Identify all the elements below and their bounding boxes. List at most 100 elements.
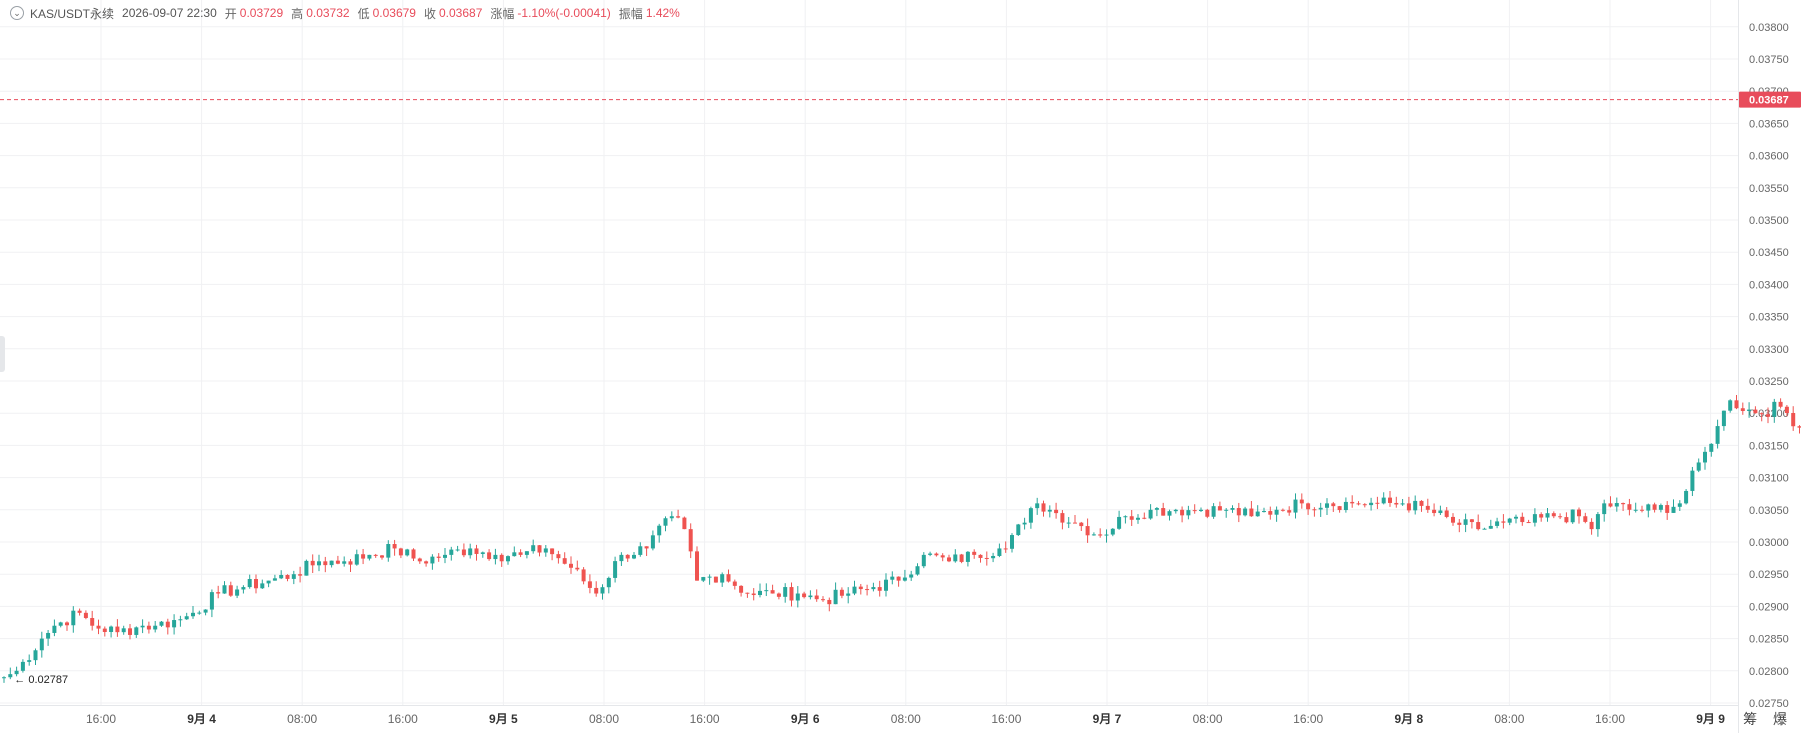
x-tick-label: 16:00 xyxy=(690,712,720,726)
candle xyxy=(153,626,157,630)
candle xyxy=(1369,503,1373,505)
candle xyxy=(859,587,863,589)
candle xyxy=(670,516,674,518)
open-label: 开 xyxy=(225,5,237,22)
candle xyxy=(462,549,466,555)
candle xyxy=(626,555,630,559)
candle xyxy=(1709,444,1713,452)
candle xyxy=(418,559,422,562)
y-tick-label: 0.03250 xyxy=(1749,376,1789,388)
candle xyxy=(1155,508,1159,510)
candle xyxy=(412,549,416,558)
candle xyxy=(456,549,460,550)
candle xyxy=(1571,510,1575,523)
candle xyxy=(1123,516,1127,517)
candle xyxy=(1275,510,1279,515)
candle xyxy=(871,587,875,589)
y-tick-label: 0.03400 xyxy=(1749,279,1789,291)
candle xyxy=(569,564,573,568)
candle xyxy=(27,660,31,662)
candle xyxy=(1016,524,1020,535)
candle xyxy=(1508,519,1512,523)
candle xyxy=(1457,523,1461,525)
candle xyxy=(1747,410,1751,411)
candle xyxy=(122,628,126,632)
candle xyxy=(563,558,567,564)
collapse-panel-handle[interactable] xyxy=(0,336,5,372)
candle xyxy=(1319,508,1323,510)
candle xyxy=(1558,516,1562,517)
x-tick-label: 08:00 xyxy=(891,712,921,726)
candle xyxy=(109,627,113,632)
candle xyxy=(985,558,989,559)
x-tick-label: 9月 8 xyxy=(1394,712,1423,726)
candle xyxy=(1438,510,1442,513)
candle xyxy=(790,587,794,600)
candle xyxy=(386,544,390,558)
candle xyxy=(84,613,88,618)
candle xyxy=(739,586,743,593)
candle xyxy=(525,551,529,555)
y-tick-label: 0.03150 xyxy=(1749,440,1789,452)
candle xyxy=(1010,535,1014,549)
candle xyxy=(71,611,75,626)
candle xyxy=(897,577,901,581)
candle xyxy=(846,594,850,596)
candle xyxy=(437,557,441,558)
candle xyxy=(1590,522,1594,529)
y-tick-label: 0.02950 xyxy=(1749,569,1789,581)
candle xyxy=(1130,516,1134,520)
candle xyxy=(720,574,724,582)
candle xyxy=(815,596,819,600)
candle xyxy=(317,561,321,565)
candle xyxy=(78,611,82,613)
candle xyxy=(1445,510,1449,516)
symbol-label[interactable]: KAS/USDT永续 xyxy=(30,5,114,22)
low-value: 0.03679 xyxy=(373,6,416,20)
x-tick-label: 08:00 xyxy=(1494,712,1524,726)
candle xyxy=(1060,513,1064,522)
candle xyxy=(588,581,592,588)
candle xyxy=(941,555,945,557)
candle xyxy=(519,552,523,555)
candle xyxy=(97,626,101,629)
candle xyxy=(638,546,642,555)
candle xyxy=(1023,523,1027,525)
candle xyxy=(248,579,252,587)
candle xyxy=(1212,506,1216,517)
candle xyxy=(752,594,756,596)
candle xyxy=(550,548,554,554)
candle xyxy=(701,577,705,581)
candle xyxy=(1791,413,1795,426)
candle xyxy=(916,566,920,574)
candle xyxy=(141,626,145,628)
candle xyxy=(538,545,542,552)
candle xyxy=(1142,518,1146,519)
candle xyxy=(1306,503,1310,509)
chevron-down-icon[interactable]: ⌄ xyxy=(10,6,24,20)
candle xyxy=(1621,503,1625,504)
candle xyxy=(890,577,894,580)
candle xyxy=(267,581,271,584)
candle xyxy=(1325,503,1329,507)
candle xyxy=(1533,514,1537,523)
candle xyxy=(1609,503,1613,506)
candle xyxy=(103,629,107,632)
candle xyxy=(424,561,428,563)
candle xyxy=(235,589,239,595)
candle xyxy=(160,622,164,626)
candle xyxy=(1287,510,1291,512)
candle xyxy=(903,578,907,581)
chart-tools[interactable]: 筹 爆 xyxy=(1743,709,1793,729)
x-tick-label: 16:00 xyxy=(1293,712,1323,726)
candle xyxy=(764,590,768,591)
candle xyxy=(355,554,359,564)
candle xyxy=(689,529,693,551)
candle xyxy=(997,548,1001,556)
x-tick-label: 9月 6 xyxy=(791,712,820,726)
candle xyxy=(298,574,302,575)
candle xyxy=(349,561,353,564)
y-tick-label: 0.02800 xyxy=(1749,666,1789,678)
